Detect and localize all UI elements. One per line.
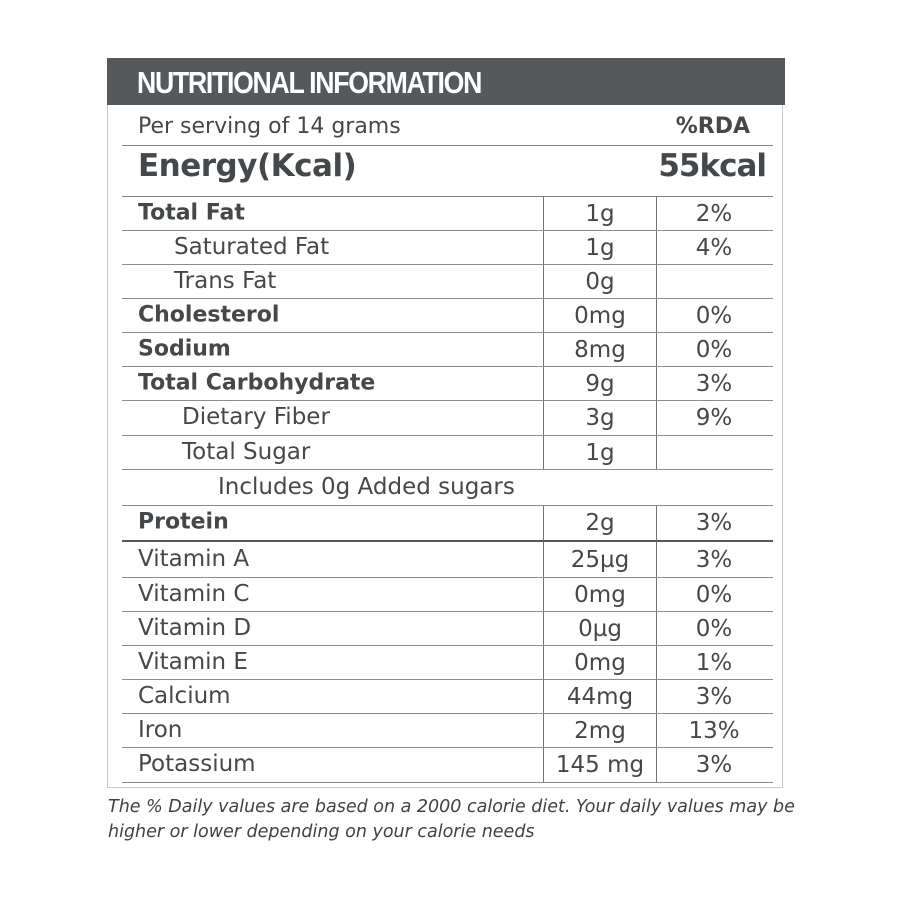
nutrient-amount: 145 mg [543, 748, 657, 782]
nutrient-name: Cholesterol [138, 302, 280, 327]
nutrient-name: Iron [138, 716, 183, 743]
nutrient-name: Saturated Fat [174, 233, 330, 260]
nutrient-row: Total Sugar 1g [122, 436, 773, 470]
nutrient-name: Sodium [138, 336, 231, 361]
nutrient-amount: 1g [543, 436, 657, 469]
nutrient-row: Potassium 145 mg 3% [122, 748, 773, 783]
nutrient-name: Trans Fat [174, 267, 277, 294]
nutrient-amount: 3g [543, 401, 657, 435]
nutrient-amount: 0µg [543, 612, 657, 645]
nutrient-name: Includes 0g Added sugars [218, 473, 515, 500]
nutrient-rda: 0% [695, 336, 733, 363]
nutrient-amount: 2g [543, 506, 657, 540]
nutrient-name: Vitamin C [138, 580, 250, 607]
nutrient-name: Calcium [138, 682, 231, 709]
nutrient-amount: 44mg [543, 680, 657, 713]
nutrient-name: Vitamin E [138, 648, 248, 675]
nutrient-row: Trans Fat 0g [122, 265, 773, 299]
nutrient-amount: 1g [543, 197, 657, 230]
nutrient-rda: 4% [695, 234, 733, 261]
nutrient-row: Cholesterol 0mg 0% [122, 299, 773, 333]
nutrient-row: Includes 0g Added sugars [122, 470, 773, 506]
nutrient-rda: 0% [695, 615, 733, 642]
nutrient-row: Sodium 8mg 0% [122, 333, 773, 367]
nutrient-rda: 9% [695, 405, 733, 431]
nutrient-row: Total Fat 1g 2% [122, 197, 773, 231]
nutrient-name: Vitamin A [138, 545, 250, 572]
divider [122, 196, 773, 197]
nutrient-row: Total Carbohydrate 9g 3% [122, 367, 773, 401]
nutrient-row: Vitamin D 0µg 0% [122, 612, 773, 646]
nutrient-rda: 3% [695, 510, 733, 536]
nutrient-name: Total Carbohydrate [138, 370, 376, 395]
nutrient-name: Dietary Fiber [182, 403, 330, 430]
divider [122, 145, 773, 146]
nutrient-amount: 2mg [543, 714, 657, 747]
nutrient-name: Vitamin D [138, 614, 252, 641]
nutrient-row: Vitamin A 25µg 3% [122, 542, 773, 578]
nutrient-rda [655, 436, 773, 469]
nutrient-rda [655, 265, 773, 298]
nutrient-name: Potassium [138, 750, 256, 777]
serving-size: Per serving of 14 grams [138, 114, 401, 139]
nutrient-amount: 1g [543, 231, 657, 264]
nutrient-row: Vitamin E 0mg 1% [122, 646, 773, 680]
label-header: NUTRITIONAL INFORMATION [107, 58, 785, 105]
nutrient-row: Dietary Fiber 3g 9% [122, 401, 773, 436]
nutrient-amount: 8mg [543, 333, 657, 366]
label-title: NUTRITIONAL INFORMATION [137, 65, 482, 100]
nutrient-rda: 3% [695, 546, 733, 573]
nutrient-row: Calcium 44mg 3% [122, 680, 773, 714]
nutrient-rda: 1% [695, 649, 733, 676]
nutrient-amount: 0mg [543, 646, 657, 679]
footnote: The % Daily values are based on a 2000 c… [108, 797, 795, 842]
nutrient-name: Total Sugar [182, 438, 311, 465]
nutrient-amount: 0mg [543, 299, 657, 332]
nutrient-name: Protein [138, 509, 229, 535]
nutrient-amount: 9g [543, 367, 657, 400]
nutrient-row: Vitamin C 0mg 0% [122, 578, 773, 612]
nutrient-row: Protein 2g 3% [122, 506, 773, 542]
nutrient-amount: 25µg [543, 542, 657, 577]
nutrient-rda: 0% [695, 581, 733, 608]
nutrient-rda: 0% [695, 302, 733, 329]
nutrient-row: Iron 2mg 13% [122, 714, 773, 748]
nutrient-row: Saturated Fat 1g 4% [122, 231, 773, 265]
nutrient-rda: 3% [695, 752, 733, 778]
nutrient-amount: 0mg [543, 578, 657, 611]
nutrient-rda: 3% [695, 683, 733, 710]
nutrient-rda: 2% [695, 200, 733, 227]
nutrient-amount: 0g [543, 265, 657, 298]
nutrient-name: Total Fat [138, 200, 245, 225]
nutrient-rda: 13% [688, 717, 740, 744]
nutrient-rda: 3% [695, 370, 733, 397]
rda-header: %RDA [675, 114, 750, 139]
energy-label: Energy(Kcal) [138, 148, 357, 184]
energy-value: 55kcal [658, 148, 767, 184]
